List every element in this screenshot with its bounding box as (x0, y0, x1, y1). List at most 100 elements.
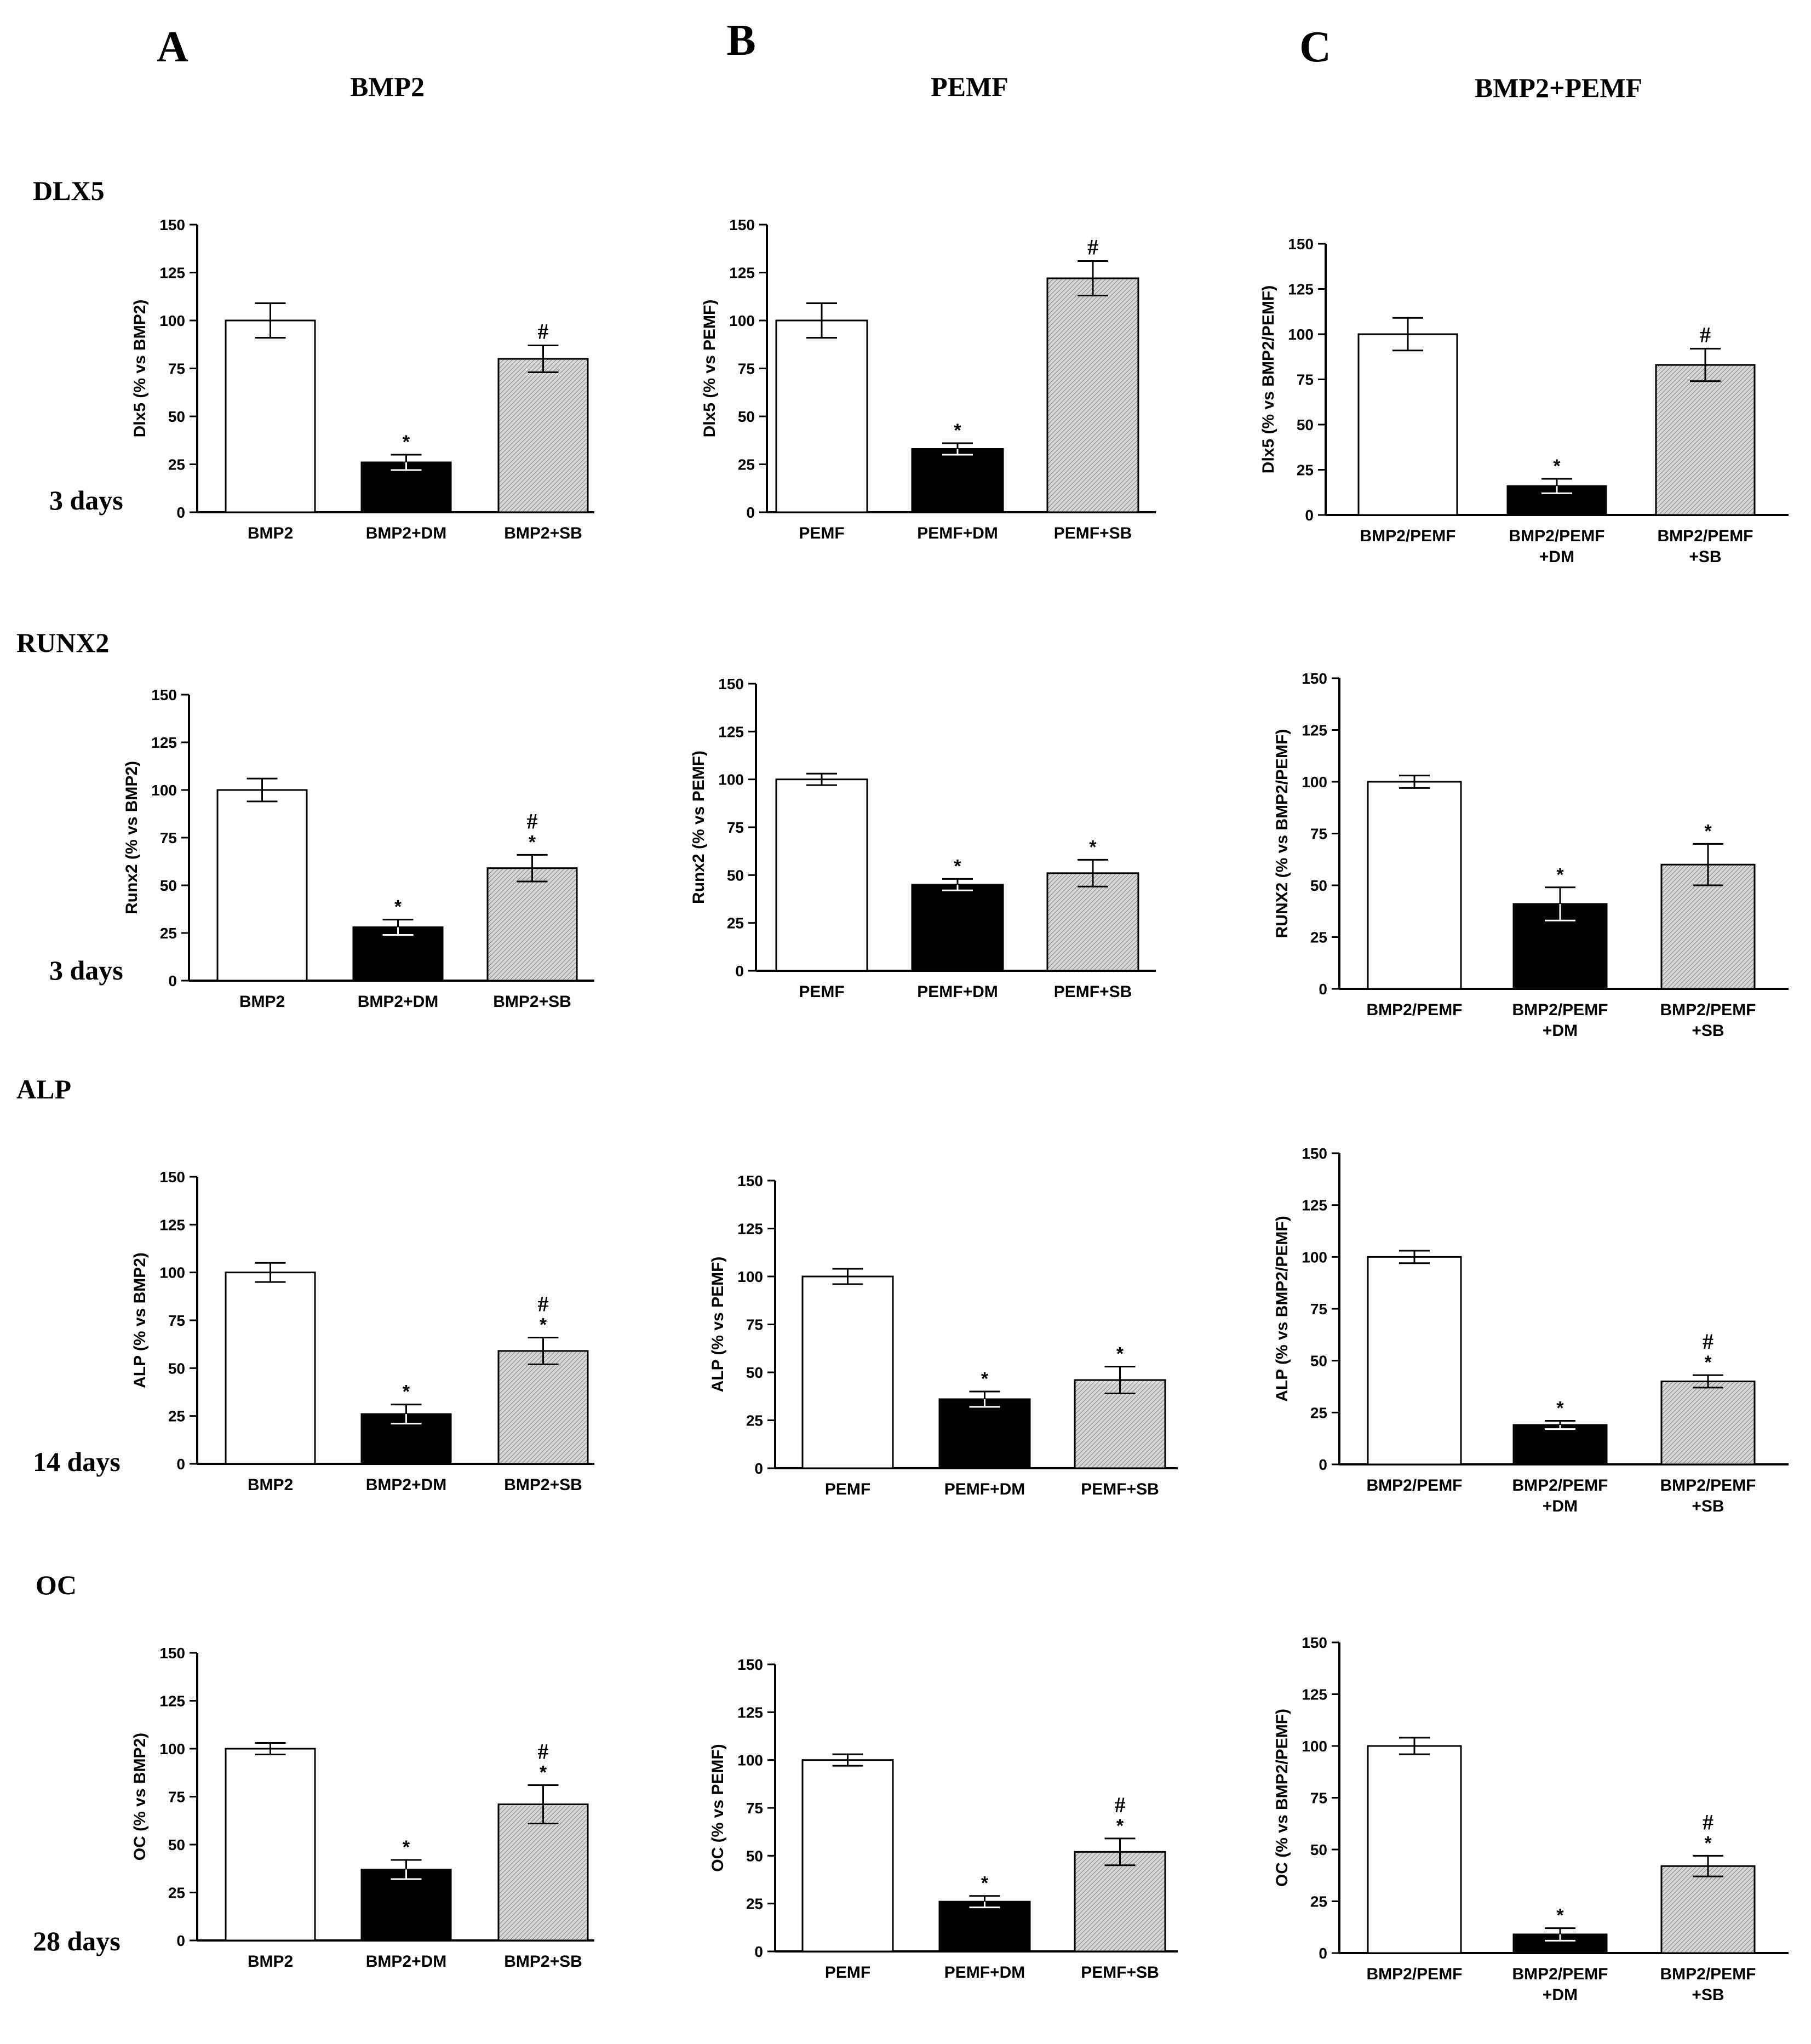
bar (497, 1803, 589, 1942)
bar (225, 1272, 316, 1465)
chart-alp-b: 0 25 50 75 100 125 150 ALP (% vs PEMF) PEMF * PEMF… (709, 1172, 1178, 1498)
x-tick-label: +SB (1692, 1497, 1724, 1515)
y-tick-label: 0 (1305, 507, 1314, 524)
bar (486, 867, 578, 982)
x-tick-label: PEMF (799, 983, 844, 1001)
y-axis-label: OC (% vs BMP2) (131, 1733, 149, 1860)
significance-hash: # (1115, 1793, 1126, 1817)
chart-dlx5-a: 0 25 50 75 100 125 150 Dlx5 (% vs BMP2) BMP2 * BMP… (131, 216, 594, 542)
y-tick-label: 50 (160, 877, 177, 894)
y-tick-label: 150 (737, 1656, 763, 1673)
y-tick-label: 25 (1310, 1404, 1327, 1421)
y-tick-label: 25 (168, 1885, 185, 1902)
significance-star: * (981, 1873, 989, 1894)
bar (911, 884, 1004, 972)
row-label-dlx5: DLX5 (33, 175, 105, 206)
bar (1367, 1256, 1462, 1465)
x-tick-label: BMP2+SB (504, 524, 582, 542)
y-axis-label: Dlx5 (% vs PEMF) (701, 300, 719, 438)
significance-star: * (529, 832, 536, 852)
time-label-oc: 28 days (33, 1926, 121, 1956)
chart-panels: 0 25 50 75 100 125 150 Dlx5 (% vs BMP2) BMP2 * BMP… (123, 216, 1789, 2004)
y-tick-label: 75 (168, 1789, 185, 1806)
x-tick-label: PEMF (825, 1963, 870, 1982)
y-tick-label: 75 (168, 360, 185, 377)
y-tick-label: 75 (1310, 1790, 1327, 1807)
x-tick-label: +SB (1689, 548, 1721, 566)
time-label-dlx5: 3 days (49, 485, 123, 516)
y-tick-label: 25 (1297, 462, 1314, 479)
bar (497, 358, 589, 513)
y-tick-label: 25 (160, 925, 177, 942)
column-title-c: BMP2+PEMF (1475, 72, 1642, 103)
y-tick-label: 75 (738, 360, 755, 377)
significance-star: * (1116, 1344, 1124, 1365)
y-tick-label: 50 (1297, 416, 1314, 433)
x-tick-label: BMP2 (248, 1953, 293, 1971)
y-tick-label: 25 (746, 1412, 763, 1429)
y-tick-label: 150 (151, 686, 177, 703)
y-tick-label: 100 (1288, 326, 1314, 343)
y-tick-label: 100 (159, 1264, 185, 1281)
bar (360, 461, 452, 513)
x-tick-label: PEMF (799, 524, 844, 542)
y-tick-label: 0 (735, 963, 744, 980)
y-tick-label: 125 (718, 723, 744, 740)
y-tick-label: 125 (151, 734, 177, 751)
y-tick-label: 100 (729, 312, 755, 329)
x-tick-label: +SB (1692, 1022, 1724, 1040)
row-label-runx2: RUNX2 (16, 627, 109, 658)
y-axis-label: Runx2 (% vs PEMF) (690, 751, 708, 904)
x-tick-label: +DM (1543, 1497, 1578, 1515)
chart-runx2-b: 0 25 50 75 100 125 150 Runx2 (% vs PEMF) PEMF * PE… (690, 675, 1156, 1001)
y-axis-label: ALP (% vs BMP2) (131, 1252, 149, 1388)
y-tick-label: 75 (160, 829, 177, 846)
column-letter-a: A (157, 23, 188, 71)
x-tick-label: BMP2/PEMF (1512, 1001, 1608, 1019)
significance-star: * (1556, 1398, 1564, 1418)
y-tick-label: 100 (718, 771, 744, 788)
y-tick-label: 50 (1310, 877, 1327, 894)
y-tick-label: 0 (754, 1943, 763, 1960)
x-tick-label: PEMF+SB (1054, 524, 1132, 542)
x-tick-label: +SB (1692, 1986, 1724, 2004)
x-tick-label: BMP2/PEMF (1512, 1965, 1608, 1983)
significance-star: * (540, 1314, 547, 1335)
y-tick-label: 100 (159, 1740, 185, 1757)
y-tick-label: 150 (159, 1169, 185, 1186)
x-tick-label: BMP2 (248, 1476, 293, 1494)
y-tick-label: 25 (168, 1408, 185, 1425)
bar (360, 1869, 452, 1942)
y-tick-label: 25 (168, 456, 185, 473)
y-tick-label: 100 (1302, 1249, 1327, 1266)
x-tick-label: BMP2+DM (366, 1476, 447, 1494)
y-tick-label: 75 (1310, 826, 1327, 843)
y-axis-label: Runx2 (% vs BMP2) (123, 761, 141, 914)
x-tick-label: +DM (1539, 548, 1574, 566)
y-tick-label: 0 (1319, 981, 1327, 998)
y-tick-label: 75 (727, 819, 744, 836)
x-tick-label: BMP2/PEMF (1366, 1001, 1462, 1019)
x-tick-label: BMP2 (248, 524, 293, 542)
bar (938, 1900, 1031, 1953)
bar (1655, 364, 1756, 516)
y-tick-label: 25 (1310, 929, 1327, 946)
significance-hash: # (1087, 235, 1098, 260)
bar (1512, 1424, 1608, 1465)
x-tick-label: BMP2+SB (493, 993, 571, 1011)
y-tick-label: 125 (1288, 281, 1314, 298)
significance-hash: # (538, 1291, 549, 1316)
bar (1367, 781, 1462, 990)
y-tick-label: 150 (159, 216, 185, 233)
y-tick-label: 100 (1302, 774, 1327, 791)
x-tick-label: BMP2/PEMF (1660, 1476, 1756, 1495)
significance-hash: # (527, 809, 538, 833)
y-tick-label: 150 (1288, 236, 1314, 253)
y-tick-label: 125 (159, 1216, 185, 1233)
y-tick-label: 0 (176, 504, 185, 521)
y-tick-label: 75 (168, 1312, 185, 1329)
y-tick-label: 50 (168, 1360, 185, 1377)
x-tick-label: BMP2+SB (504, 1953, 582, 1971)
y-axis-label: OC (% vs BMP2/PEMF) (1273, 1709, 1291, 1887)
